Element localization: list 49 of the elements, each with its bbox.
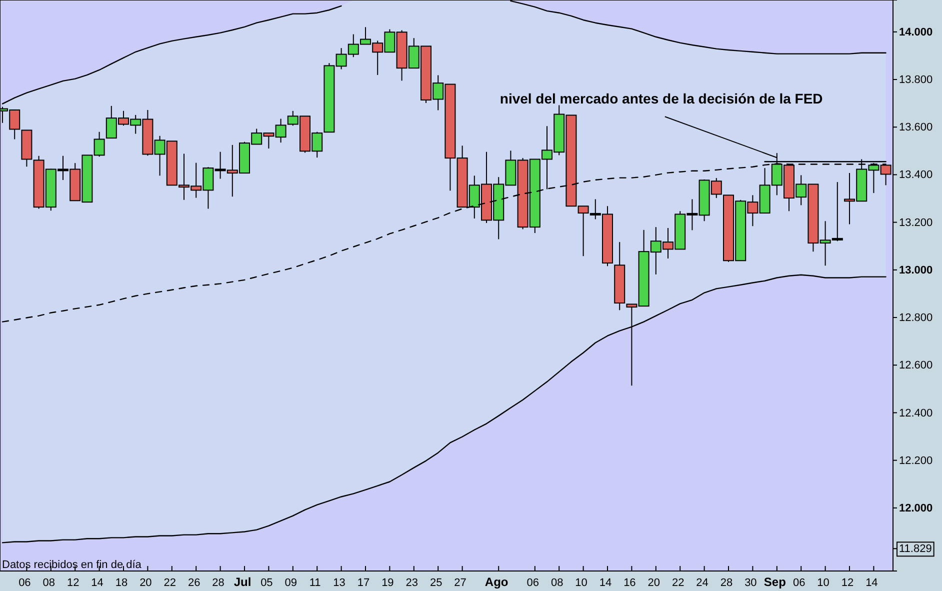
x-tick-label: 08 — [550, 577, 564, 589]
x-tick-label: 10 — [575, 577, 588, 589]
x-tick-label: 20 — [648, 577, 660, 589]
x-tick-label: 14 — [866, 577, 878, 589]
x-tick-label: Sep — [764, 575, 786, 589]
y-tick-label: 13.600 — [899, 122, 933, 134]
y-tick-label: 13.800 — [899, 74, 933, 86]
x-tick-label: 17 — [357, 577, 370, 589]
y-tick-label: 12.400 — [899, 407, 933, 420]
x-tick-label: Ago — [484, 575, 508, 589]
y-tick-label: 14.000 — [899, 26, 933, 38]
x-tick-label: 13 — [333, 577, 346, 589]
x-tick-label: 06 — [18, 577, 31, 589]
x-tick-label: 27 — [454, 577, 466, 589]
x-tick-label: 22 — [672, 577, 684, 589]
x-tick-label: 24 — [696, 577, 708, 589]
x-tick-label: Jul — [234, 575, 252, 589]
y-tick-label: 12.000 — [899, 502, 933, 514]
y-tick-label: 13.200 — [899, 216, 933, 229]
x-tick-label: 14 — [91, 577, 104, 589]
x-tick-label: 18 — [115, 577, 128, 589]
y-tick-label: 12.800 — [899, 312, 933, 324]
y-tick-label: 13.400 — [899, 169, 933, 182]
x-tick-label: 16 — [624, 577, 636, 589]
y-tick-label: 11.829 — [899, 543, 932, 556]
x-tick-label: 11 — [309, 577, 321, 589]
x-tick-label: 09 — [284, 577, 298, 589]
y-tick-label: 12.600 — [899, 360, 933, 372]
x-tick-label: 28 — [212, 577, 224, 589]
x-tick-label: 06 — [792, 577, 806, 589]
x-tick-label: 28 — [720, 577, 733, 589]
x-tick-label: 25 — [430, 577, 442, 589]
x-tick-label: 06 — [526, 577, 540, 589]
x-tick-label: 30 — [744, 577, 757, 589]
x-tick-label: 08 — [42, 577, 56, 589]
x-tick-label: 23 — [406, 577, 418, 589]
x-tick-label: 05 — [260, 577, 273, 589]
x-tick-label: 26 — [188, 577, 200, 589]
x-tick-label: 10 — [817, 577, 830, 589]
x-tick-label: 22 — [164, 577, 176, 589]
x-tick-label: 12 — [66, 577, 80, 589]
x-tick-label: 20 — [140, 577, 152, 589]
annotation: nivel del mercado antes de la decisión de la FED — [500, 90, 823, 107]
y-tick-label: 12.200 — [899, 454, 933, 467]
annotation: Datos recibidos en fin de día — [2, 559, 142, 571]
y-tick-label: 13.000 — [899, 264, 933, 276]
x-tick-label: 19 — [382, 577, 394, 589]
x-tick-label: 12 — [841, 577, 854, 589]
x-tick-label: 14 — [599, 577, 612, 589]
